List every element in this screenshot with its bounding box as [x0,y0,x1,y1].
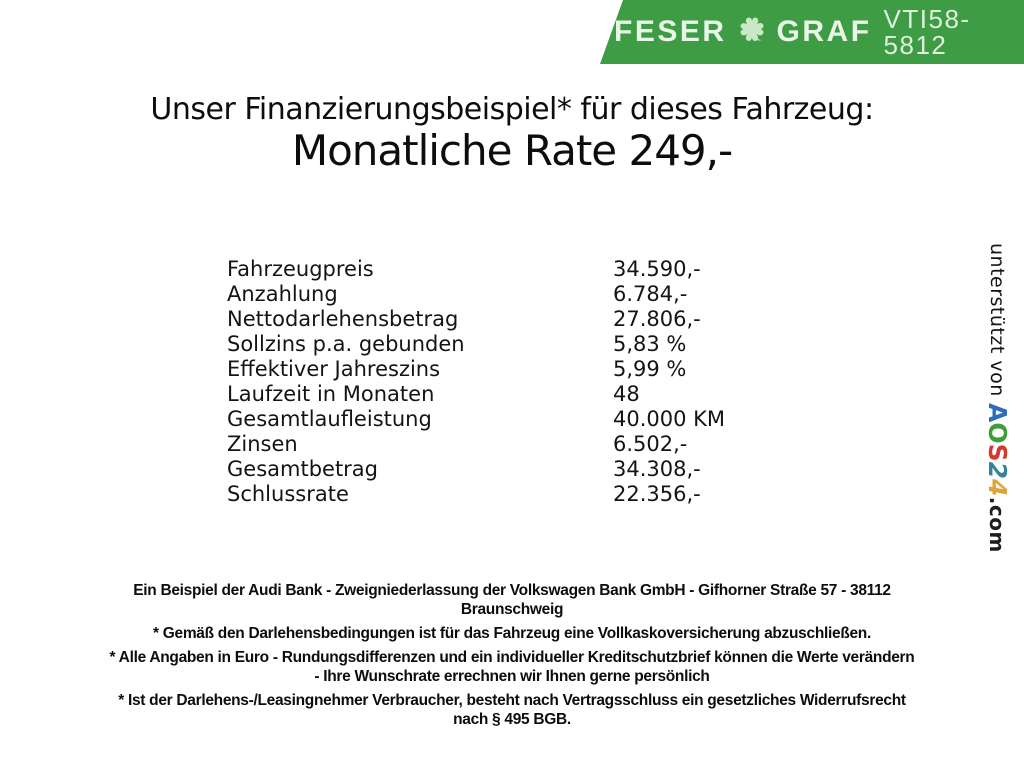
table-row: Laufzeit in Monaten 48 [227,382,827,407]
footer-line: * Alle Angaben in Euro - Rundungsdiffere… [109,649,915,666]
financing-table: Fahrzeugpreis 34.590,- Anzahlung 6.784,-… [227,257,827,507]
row-label: Gesamtbetrag [227,457,379,481]
logo-letter: S [983,443,1012,462]
footer-line: Braunschweig [460,601,564,618]
footer-paragraph: Ein Beispiel der Audi Bank - Zweignieder… [0,581,1024,619]
footer-paragraph: * Gemäß den Darlehensbedingungen ist für… [0,624,1024,643]
row-label: Anzahlung [227,282,338,306]
row-label: Gesamtlaufleistung [227,407,432,431]
brand-feser: FESER [614,15,727,48]
page-title: Unser Finanzierungsbeispiel* für dieses … [150,92,874,127]
page-subtitle: Monatliche Rate 249,- [291,126,733,175]
logo-letter: O [983,422,1012,444]
row-value: 22.356,- [613,482,701,506]
row-value: 40.000 KM [613,407,726,431]
aos24-logo: AOS24 [983,403,1012,496]
table-row: Anzahlung 6.784,- [227,282,827,307]
footer: Ein Beispiel der Audi Bank - Zweignieder… [0,581,1024,734]
logo-letter: 2 [983,461,1012,480]
footer-paragraph: * Ist der Darlehens-/Leasingnehmer Verbr… [0,691,1024,729]
row-label: Nettodarlehensbetrag [227,307,459,331]
svg-text:♥: ♥ [737,22,757,37]
footer-line: Ein Beispiel der Audi Bank - Zweignieder… [133,582,891,599]
logo-suffix: .com [985,496,1009,553]
dealer-banner: FESER ♥ ♥ ♥ ♥ GRAF VTI58-5812 [600,0,1024,64]
row-value: 5,83 % [613,332,687,356]
row-value: 34.308,- [613,457,701,481]
footer-line: nach § 495 BGB. [453,711,571,728]
table-row: Schlussrate 22.356,- [227,482,827,507]
row-value: 48 [613,382,640,406]
supported-by-vertical: unterstützt von AOS24.com [983,243,1012,553]
footer-line: * Ist der Darlehens-/Leasingnehmer Verbr… [118,692,906,709]
clover-icon: ♥ ♥ ♥ ♥ [737,15,766,43]
table-row: Effektiver Jahreszins 5,99 % [227,357,827,382]
table-row: Gesamtlaufleistung 40.000 KM [227,407,827,432]
row-label: Fahrzeugpreis [227,257,374,281]
table-row: Fahrzeugpreis 34.590,- [227,257,827,282]
row-label: Sollzins p.a. gebunden [227,332,465,356]
row-value: 34.590,- [613,257,701,281]
table-row: Nettodarlehensbetrag 27.806,- [227,307,827,332]
table-row: Gesamtbetrag 34.308,- [227,457,827,482]
svg-text:♥: ♥ [746,22,766,37]
table-row: Zinsen 6.502,- [227,432,827,457]
row-value: 6.502,- [613,432,688,456]
table-row: Sollzins p.a. gebunden 5,83 % [227,332,827,357]
footer-line: * Gemäß den Darlehensbedingungen ist für… [153,625,871,642]
row-label: Zinsen [227,432,298,456]
logo-letter: A [983,403,1012,423]
row-value: 27.806,- [613,307,701,331]
logo-letter: 4 [983,479,1012,497]
footer-line: - Ihre Wunschrate errechnen wir Ihnen ge… [314,668,710,685]
row-value: 6.784,- [613,282,688,306]
footer-paragraph: * Alle Angaben in Euro - Rundungsdiffere… [0,648,1024,686]
row-label: Effektiver Jahreszins [227,357,441,381]
row-label: Schlussrate [227,482,349,506]
row-value: 5,99 % [613,357,687,381]
brand-graf: GRAF [776,15,872,48]
svg-text:♥: ♥ [744,15,759,35]
row-label: Laufzeit in Monaten [227,382,435,406]
vehicle-id: VTI58-5812 [883,4,971,60]
supported-by-text: unterstützt von [986,243,1008,404]
